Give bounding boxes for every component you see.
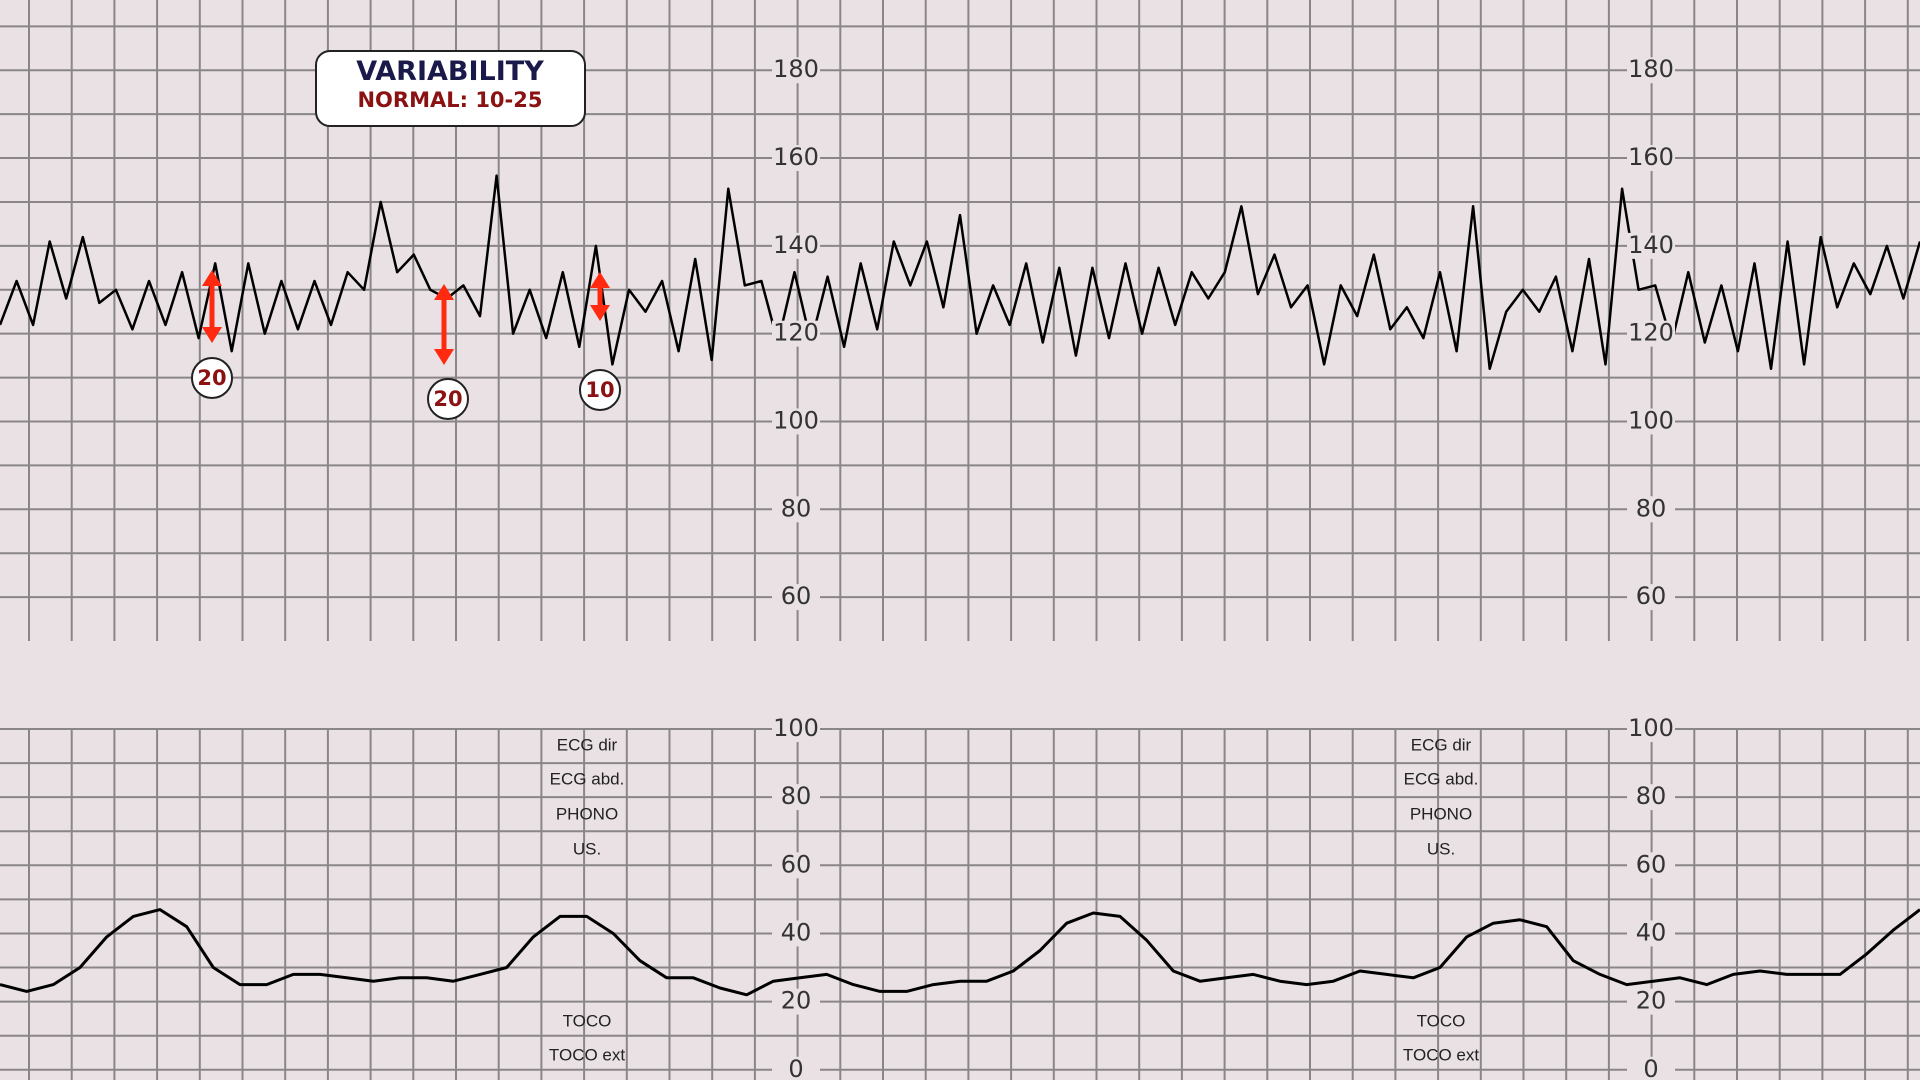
channel-label: ECG abd. xyxy=(550,769,625,788)
y-tick-label: 20 xyxy=(1636,987,1667,1015)
tick-label-bg xyxy=(1627,1056,1675,1080)
annotation-label: 10 xyxy=(585,378,614,402)
tick-label-bg xyxy=(772,584,820,611)
tick-label-bg xyxy=(1627,57,1675,84)
y-tick-label: 100 xyxy=(1628,714,1674,742)
channel-label: PHONO xyxy=(1410,804,1472,823)
y-tick-label: 140 xyxy=(773,231,819,259)
box-subtitle: NORMAL: 10-25 xyxy=(357,88,542,112)
arrow-head xyxy=(434,284,454,300)
tick-label-bg xyxy=(1627,145,1675,172)
tick-label-bg xyxy=(1627,408,1675,435)
tick-label-bg xyxy=(1627,716,1675,742)
tick-label-bg xyxy=(772,988,820,1015)
y-tick-label: 100 xyxy=(773,406,819,434)
tick-label-bg xyxy=(772,232,820,259)
tick-label-bg xyxy=(1627,920,1675,947)
y-tick-label: 80 xyxy=(781,494,812,522)
y-tick-label: 60 xyxy=(1636,850,1667,878)
annotation-label: 20 xyxy=(433,387,462,411)
tick-label-bg xyxy=(1627,496,1675,523)
tick-label-bg xyxy=(1627,852,1675,879)
traces xyxy=(0,174,1920,997)
annotation-label: 20 xyxy=(197,366,226,390)
tick-label-bg xyxy=(772,1056,820,1080)
annotation-circle xyxy=(579,369,621,411)
y-tick-label: 180 xyxy=(773,55,819,83)
y-tick-label: 180 xyxy=(1628,55,1674,83)
tick-label-bg xyxy=(1627,232,1675,259)
fhr-trace xyxy=(0,174,1920,371)
y-tick-label: 160 xyxy=(1628,143,1674,171)
channel-label: US. xyxy=(573,839,601,858)
y-tick-label: 60 xyxy=(781,850,812,878)
tick-label-bg xyxy=(772,408,820,435)
y-tick-label: 0 xyxy=(1643,1055,1658,1080)
channel-label: ECG abd. xyxy=(1404,769,1479,788)
tick-label-bg xyxy=(1627,320,1675,347)
box xyxy=(315,50,586,127)
y-tick-label: 140 xyxy=(1628,231,1674,259)
y-tick-label: 40 xyxy=(781,918,812,946)
channel-label: PHONO xyxy=(556,804,618,823)
tick-label-bg xyxy=(1627,784,1675,811)
y-tick-label: 80 xyxy=(1636,782,1667,810)
y-tick-label: 0 xyxy=(788,1055,803,1080)
channel-label: ECG dir xyxy=(557,735,618,754)
y-tick-label: 40 xyxy=(1636,918,1667,946)
y-tick-label: 80 xyxy=(781,782,812,810)
arrow-head xyxy=(434,349,454,365)
box-title: VARIABILITY xyxy=(356,56,544,87)
annotation-circle xyxy=(191,357,233,399)
channel-label: ECG dir xyxy=(1411,735,1472,754)
y-tick-label: 80 xyxy=(1636,494,1667,522)
y-tick-label: 160 xyxy=(773,143,819,171)
arrow-head xyxy=(590,272,610,288)
y-tick-label: 120 xyxy=(773,319,819,347)
y-tick-label: 20 xyxy=(781,987,812,1015)
channel-label: TOCO ext xyxy=(1403,1045,1479,1064)
channel-label: TOCO ext xyxy=(549,1045,625,1064)
channel-label: US. xyxy=(1427,839,1455,858)
y-tick-label: 100 xyxy=(1628,406,1674,434)
arrow-head xyxy=(202,270,222,286)
arrow-head xyxy=(202,327,222,343)
tick-label-bg xyxy=(772,57,820,84)
tick-label-bg xyxy=(1627,988,1675,1015)
tick-label-bg xyxy=(772,784,820,811)
tick-label-bg xyxy=(772,920,820,947)
channel-label: TOCO xyxy=(1417,1011,1466,1030)
tick-label-bg xyxy=(772,145,820,172)
variability-box: VARIABILITY NORMAL: 10-25 xyxy=(315,50,586,127)
tick-label-bg xyxy=(772,716,820,742)
annotation-circle xyxy=(427,378,469,420)
tick-label-bg xyxy=(772,496,820,523)
tick-label-bg xyxy=(772,852,820,879)
y-tick-label: 60 xyxy=(1636,582,1667,610)
arrow-head xyxy=(590,305,610,321)
tick-label-bg xyxy=(772,320,820,347)
y-tick-label: 120 xyxy=(1628,319,1674,347)
toco-trace xyxy=(0,908,1920,997)
y-tick-label: 60 xyxy=(781,582,812,610)
y-tick-label: 100 xyxy=(773,714,819,742)
channel-label: TOCO xyxy=(563,1011,612,1030)
tick-label-bg xyxy=(1627,584,1675,611)
